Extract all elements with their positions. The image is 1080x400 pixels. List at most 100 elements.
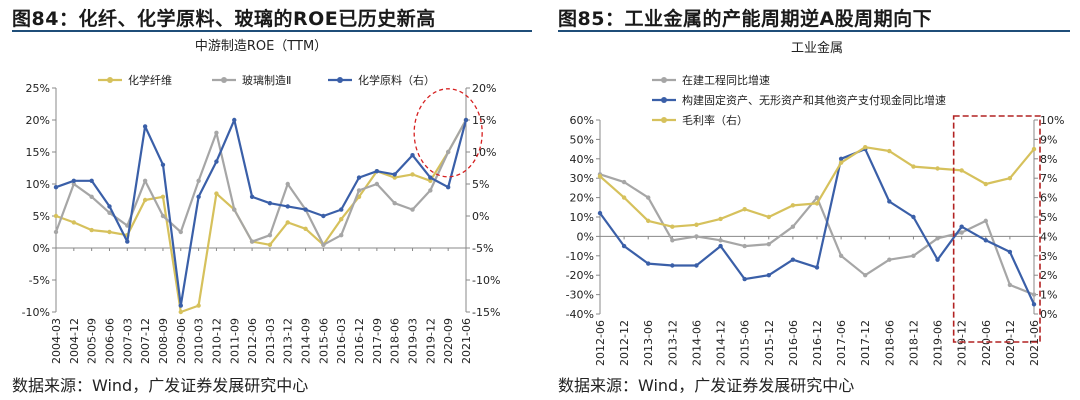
chart1-right-tick-label: -10% [472,274,500,287]
chart1-series-2-point [428,188,433,193]
chart2-left-tick-label: -40% [566,308,594,321]
left-title-rule [12,30,532,32]
chart2-series-2-point [814,265,820,270]
chart1-x-tick-label: 2006-06 [103,318,116,364]
chart2-series-1-point [621,179,627,185]
chart2-x-tick-label: 2012-06 [594,320,607,366]
chart2-x-tick-label: 2017-06 [835,320,848,366]
chart2-series-1-point [1031,292,1037,297]
chart1-series-1-point [410,172,415,177]
chart1-series-2-point [142,178,148,183]
chart1-series-2-point [339,233,344,238]
chart2-series-3-point [790,203,796,208]
chart2-highlight-box [952,115,1041,343]
chart2-series-1-line [599,173,1035,296]
chart2-series-2-point [959,224,964,229]
chart1-x-tick-label: 2014-09 [300,318,313,364]
chart2-right-tick-label: 10% [1040,114,1064,127]
chart1-series-3-point [53,185,59,190]
chart1-series-1-point [53,213,59,219]
chart2-title: 工业金属 [791,40,843,56]
chart1-x-tick-label: 2009-06 [175,318,188,364]
chart1-series-1-point [303,226,308,231]
chart2-series-2-point [935,257,940,262]
chart2-left-tick-label: 30% [570,172,594,185]
chart2-legend-marker-3 [661,117,667,123]
chart1-x-tick-label: 2010-12 [210,318,223,364]
chart2-series-2-point [1007,249,1013,255]
chart2-right-tick-label: 9% [1040,133,1057,146]
chart1-series-3-point [107,204,112,209]
chart1-series-2-point [232,207,237,212]
chart2-right-tick-label: 3% [1040,250,1057,263]
chart1-series-1-point [178,309,183,315]
chart1-left-tick-label: 15% [26,146,50,159]
chart1-x-tick-label: 2015-06 [317,318,330,364]
left-figure-title: 图84：化纤、化学原料、玻璃的ROE已历史新高 [12,8,436,30]
chart1-series-3-point [339,207,344,212]
chart1-series-3-point [392,172,397,177]
chart2-series-2-point [597,210,603,216]
chart2-x-tick-label: 2016-12 [811,320,824,366]
chart1-left-tick-label: 25% [26,82,50,95]
chart2-series-3-point [1007,176,1013,181]
chart1-left-tick-label: 5% [33,210,50,223]
chart1-series-1-point [339,217,344,222]
right-title-rule [558,30,1070,32]
chart1-legend-marker-3 [337,77,343,83]
chart1-series-2-point [71,181,77,187]
chart1-series-2-point [249,239,255,244]
chart1-left-tick-label: 0% [33,242,50,255]
chart1-legend-marker-1 [107,77,113,83]
chart1-title: 中游制造ROE（TTM） [195,39,327,54]
chart2-series-3-point [597,174,603,179]
chart2-left-tick-label: 20% [570,192,594,205]
chart1-series-3-point [285,204,290,209]
chart2-series-3-point [983,181,988,187]
chart2-right-tick-label: 2% [1040,269,1057,282]
chart1-series-3-point [196,194,201,199]
chart1-series-2-point [267,233,273,238]
chart2-left-tick-label: 10% [570,211,594,224]
chart1-series-2-point [285,181,290,187]
chart2-x-tick-label: 2018-12 [907,320,920,366]
chart2-right-tick-label: 6% [1040,192,1057,205]
chart2-series-3-point [959,168,964,173]
chart2-series-3-point [742,207,747,212]
chart2-legend-label-2: 构建固定资产、无形资产和其他资产支付现金同比增速 [682,93,946,107]
chart1-series-3-point [71,178,77,183]
chart1-series-3-point [321,213,326,219]
chart1-series-1-point [285,220,290,225]
chart1-series-2-point [321,242,326,247]
chart2-series-3-point [911,164,916,169]
chart1-x-tick-label: 2016-03 [335,318,348,364]
chart2-series-1-point [911,253,916,258]
chart2-x-tick-label: 2014-12 [715,320,728,366]
chart1-series-3-point [232,117,237,123]
chart1-series-1-line [55,119,467,314]
chart2-series-1-point [670,238,675,243]
chart1-series-2-point [214,130,219,135]
chart2-x-tick-label: 2020-12 [1004,320,1017,366]
chart2-series-2-point [838,156,844,161]
chart1-series-2-point [356,188,362,193]
chart1-series-2-point [160,213,166,219]
chart1-series-2-point [196,178,201,183]
chart2-series-1-point [790,224,796,229]
chart1-series-2-point [107,210,112,215]
chart1-x-tick-label: 2011-09 [228,318,241,364]
chart2-series-2-point [670,263,675,268]
chart2-x-tick-label: 2021-06 [1028,320,1041,366]
chart2-left-tick-label: 60% [570,114,594,127]
chart1-right-tick-label: 5% [472,178,489,191]
chart2-series-1-point [838,253,844,258]
chart1-x-tick-label: 2019-03 [407,318,420,364]
chart2-series-2-point [790,257,796,262]
chart1-series-3-point [463,117,469,123]
chart1-x-tick-label: 2008-09 [157,318,170,364]
chart1-series-3-point [356,175,362,180]
chart2-series-2-point [887,199,892,204]
chart1-legend-label-3: 化学原料（右） [358,73,435,87]
chart2-series-1-point [694,234,699,239]
chart1-series-3-point [214,159,219,164]
